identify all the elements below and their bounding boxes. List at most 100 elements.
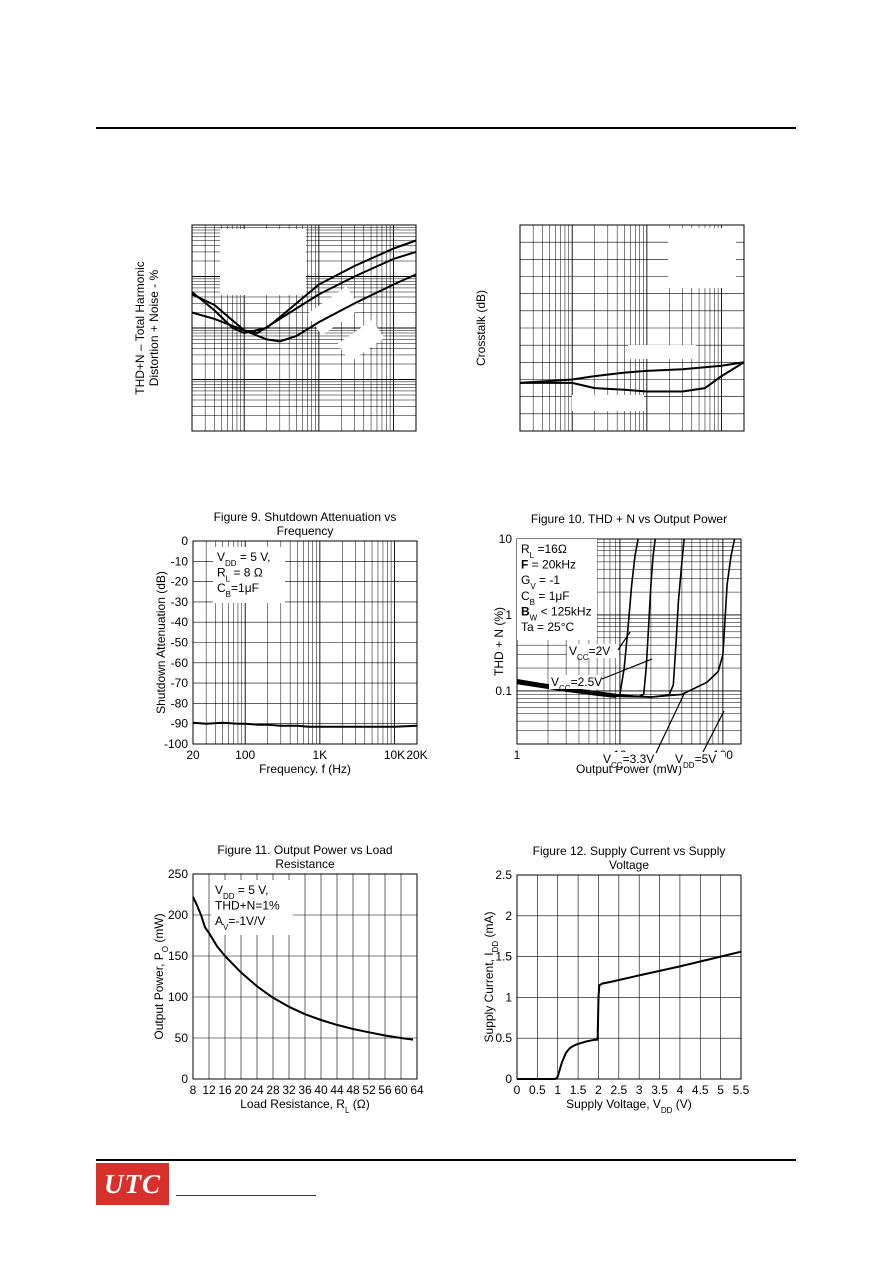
footer-link-underline[interactable] [176,1195,316,1196]
curve-label-leader [702,710,725,753]
x-tick-label: 20 [186,748,200,762]
y-tick-label: -60 [171,656,189,670]
x-tick-label: 5.5 [733,1083,750,1097]
x-tick-label: 12 [202,1083,216,1097]
plot-frame [516,538,742,745]
y-tick-label: -20 [171,575,189,589]
y-tick-label: -50 [171,636,189,650]
series-line-1 [519,361,745,384]
annotation-text: AV=-1V/V [215,914,265,932]
x-tick-label: 44 [330,1083,344,1097]
curve-label: VDD=5V [675,752,716,770]
curve-label-bg [567,644,619,658]
x-tick-label: 20K [406,748,427,762]
legend-box [517,539,597,640]
chart-title: Figure 9. Shutdown Attenuation vs [214,510,397,524]
x-tick-label: 24 [250,1083,264,1097]
logo-text: UTC [104,1168,161,1199]
curve-label: VCC=3.3V [603,752,654,770]
y-tick-label: -40 [171,615,189,629]
x-tick-label: 1.5 [570,1083,587,1097]
series-line-1 [517,950,742,1080]
y-tick-label: 0.5 [495,1031,512,1045]
y-tick-label: -90 [171,717,189,731]
chart-c3: 20 100 1K 10K 20K 0 -10 -20 -30 -40 -50 -60 -70 -80 -9… [154,510,428,776]
series-line-1 [191,239,417,334]
x-tick-label: 100 [235,748,255,762]
y-tick-label: 200 [168,908,188,922]
curve-label-bg [549,675,601,689]
blank-label-area [337,319,385,363]
x-tick-label: 36 [298,1083,312,1097]
curve-label-leader [601,658,653,680]
plot-frame [191,224,417,432]
blank-legend-area [220,229,306,295]
plot-frame [192,873,418,1080]
x-tick-label: 20 [234,1083,248,1097]
series-line-2 [516,538,656,698]
series-line-2 [191,250,417,334]
plot-frame [519,224,745,432]
x-tick-label: 4 [677,1083,684,1097]
x-tick-label: 0.5 [529,1083,546,1097]
annotation-text: VDD = 5 V, [215,883,269,901]
y-tick-label: 0.1 [495,684,512,698]
y-tick-label: -80 [171,696,189,710]
footer-rule [96,1159,796,1161]
x-tick-label: 48 [346,1083,360,1097]
x-tick-label: 3.5 [651,1083,668,1097]
y-axis-label: Supply Current, IDD (mA) [482,912,500,1043]
chart-c5: 8 12 16 20 24 28 32 36 40 44 48 52 56 60 64 0 50 100 150 20… [152,843,424,1115]
annotation-text: F = 20kHz [521,558,576,572]
plot-frame [192,540,418,745]
y-tick-label: -10 [171,554,189,568]
blank-label-area [572,395,644,411]
x-tick-label: 8 [190,1083,197,1097]
x-tick-label: 1 [554,1083,561,1097]
y-tick-label: 0 [505,1072,512,1086]
x-tick-label: 28 [266,1083,280,1097]
y-axis-label: THD + N (%) [492,607,506,676]
legend-box [211,880,293,935]
header-rule [96,127,796,129]
x-tick-label: 5 [717,1083,724,1097]
y-axis-label: Output Power, PO (mW) [152,913,170,1039]
chart-c6: 0 0.5 1 1.5 2 2.5 3 3.5 4 4.5 5 5.5 0 0.5 1 1.5 2 2.5 Figu… [482,844,750,1115]
x-tick-label: 1K [313,748,328,762]
y-tick-label: 2 [505,909,512,923]
y-tick-label: 10 [499,532,513,546]
y-tick-label: -70 [171,676,189,690]
y-tick-label: 250 [168,867,188,881]
annotation-text: GV = -1 [521,573,560,591]
chart-title: Voltage [609,858,649,872]
y-tick-label: 100 [168,990,188,1004]
x-tick-label: 32 [282,1083,296,1097]
y-axis-label: Shutdown Attenuation (dB) [154,571,168,714]
blank-label-area [306,286,362,336]
annotation-text: Ta = 25°C [521,620,574,634]
x-axis-label: Supply Voltage, VDD (V) [566,1097,692,1115]
x-tick-label: 2 [595,1083,602,1097]
y-tick-label: 0 [181,534,188,548]
x-tick-label: 64 [410,1083,424,1097]
annotation-text: CB = 1μF [521,589,570,607]
curve-label-bg [673,752,725,766]
plot-frame [516,874,742,1080]
annotation-text: THD+N=1% [215,899,280,913]
series-line-4 [516,538,736,698]
x-tick-label: 3 [636,1083,643,1097]
x-tick-label: 52 [362,1083,376,1097]
curve-label-leader [655,693,685,754]
y-tick-label: 50 [175,1031,189,1045]
x-tick-label: 2.5 [610,1083,627,1097]
x-tick-label: 60 [394,1083,408,1097]
chart-title: Figure 10. THD + N vs Output Power [531,512,727,526]
y-axis-label: THD+N – Total Harmonic [133,261,147,395]
curve-label-leader [617,631,631,651]
y-tick-label: 150 [168,949,188,963]
x-tick-label: 56 [378,1083,392,1097]
chart-c2: Crosstalk (dB) [474,224,745,432]
x-tick-label: 16 [218,1083,232,1097]
